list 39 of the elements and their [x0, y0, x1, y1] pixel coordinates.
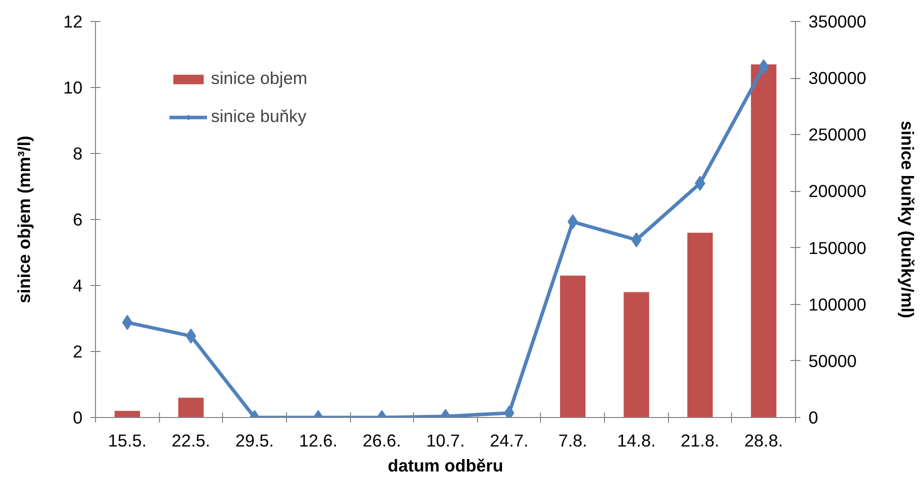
y-tick-label: 12 [63, 12, 83, 32]
x-tick-label: 24.7. [490, 430, 528, 450]
y2-tick-label: 100000 [808, 294, 866, 314]
bar [624, 292, 650, 418]
y2-tick-label: 150000 [808, 238, 866, 258]
y2-tick-label: 0 [808, 408, 818, 428]
bar [560, 276, 586, 418]
x-tick-label: 28.8. [744, 430, 783, 450]
y2-axis-title: sinice buňky (buňky/ml) [897, 120, 918, 318]
point [694, 176, 706, 191]
x-tick-label: 29.5. [235, 430, 274, 450]
y-tick-label: 6 [72, 210, 83, 230]
point [631, 232, 642, 248]
x-tick-label: 14.8. [617, 430, 656, 450]
y2-tick-label: 350000 [808, 12, 866, 32]
x-tick-label: 15.5. [108, 430, 147, 450]
y-tick-label: 0 [72, 408, 83, 428]
bar [750, 64, 776, 418]
bar [178, 398, 204, 418]
x-tick-label: 12.6. [298, 430, 338, 450]
x-tick-label: 7.8. [558, 430, 588, 450]
x-tick-label: 26.6. [362, 430, 402, 450]
bar [687, 232, 713, 418]
legend-label: sinice buňky [211, 106, 306, 127]
x-tick-label: 21.8. [680, 430, 720, 450]
y-tick-label: 4 [72, 276, 83, 296]
y2-tick-label: 300000 [808, 68, 866, 88]
y2-tick-label: 200000 [808, 181, 866, 202]
y-axis-title: sinice objem (mm³/l) [14, 136, 34, 304]
y-tick-label: 8 [72, 144, 83, 164]
y2-tick-label: 250000 [808, 124, 866, 145]
x-axis-title: datum odběru [388, 456, 504, 476]
y2-tick-label: 50000 [808, 350, 857, 371]
y-tick-label: 10 [63, 78, 83, 98]
bar [114, 410, 140, 418]
legend-label: sinice objem [211, 68, 308, 89]
x-tick-label: 22.5. [172, 430, 210, 450]
y-tick-label: 2 [72, 342, 83, 362]
x-tick-label: 10.7. [426, 430, 465, 450]
